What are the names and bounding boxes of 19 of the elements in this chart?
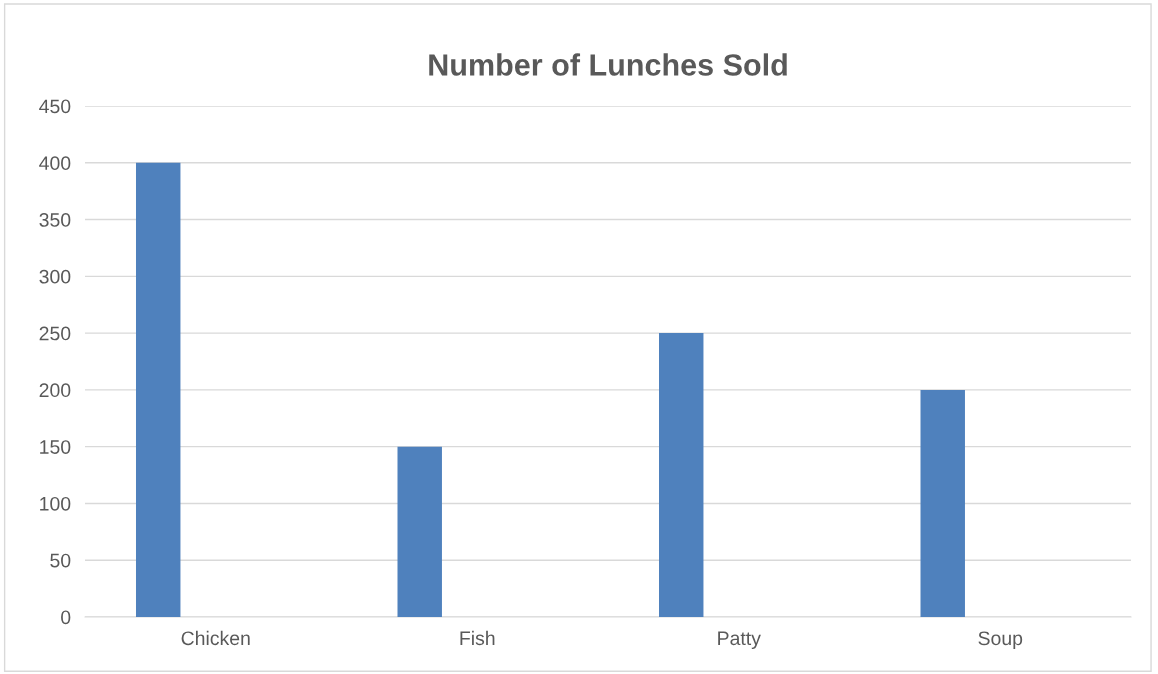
x-tick-label: Fish	[460, 630, 495, 646]
y-tick-label: 200	[39, 383, 71, 398]
bar	[920, 389, 965, 617]
y-tick-label: 450	[39, 99, 71, 114]
y-tick-label: 0	[61, 610, 71, 625]
y-tick-label: 300	[39, 269, 71, 284]
y-tick-label: 350	[39, 213, 71, 227]
y-tick-label: 250	[39, 326, 71, 341]
x-tick-label: Chicken	[181, 630, 250, 646]
bar	[397, 446, 442, 617]
bar	[659, 333, 704, 617]
x-tick-label: Soup	[978, 631, 1023, 649]
y-tick-label: 400	[39, 156, 71, 171]
bar	[135, 162, 181, 617]
y-tick-label: 50	[50, 553, 71, 568]
y-tick-label: 100	[40, 496, 71, 511]
x-tick-label: Patty	[718, 631, 761, 649]
y-tick-label: 150	[40, 440, 71, 454]
chart-title: Number of Lunches Sold	[429, 53, 787, 76]
